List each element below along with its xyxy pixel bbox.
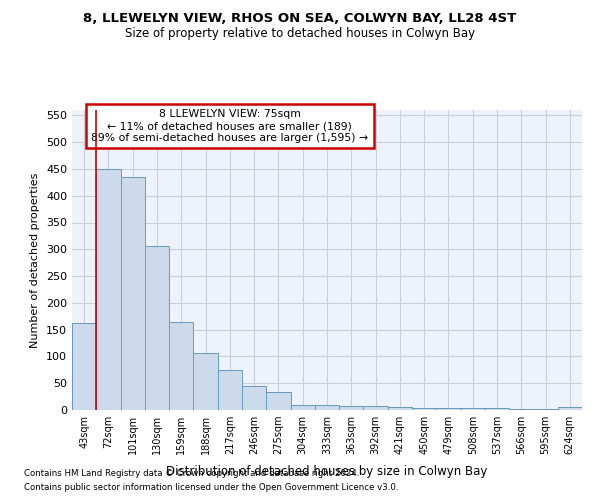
Bar (290, 404, 315, 410)
Bar (96, 169, 121, 410)
Bar (121, 177, 145, 410)
Bar (218, 370, 242, 410)
Bar (193, 353, 218, 410)
Bar (533, 409, 558, 410)
Bar (242, 386, 266, 410)
X-axis label: Distribution of detached houses by size in Colwyn Bay: Distribution of detached houses by size … (166, 466, 488, 478)
Bar (509, 409, 533, 410)
Bar (412, 408, 436, 410)
Text: 8, LLEWELYN VIEW, RHOS ON SEA, COLWYN BAY, LL28 4ST: 8, LLEWELYN VIEW, RHOS ON SEA, COLWYN BA… (83, 12, 517, 26)
Bar (266, 392, 290, 410)
Bar (388, 408, 412, 410)
Bar (461, 408, 485, 410)
Bar (339, 406, 364, 410)
Bar (436, 408, 461, 410)
Bar (558, 408, 582, 410)
Bar (72, 322, 96, 410)
Bar (169, 322, 193, 410)
Text: Contains HM Land Registry data © Crown copyright and database right 2024.: Contains HM Land Registry data © Crown c… (24, 468, 359, 477)
Bar (315, 404, 339, 410)
Text: Contains public sector information licensed under the Open Government Licence v3: Contains public sector information licen… (24, 484, 398, 492)
Bar (145, 246, 169, 410)
Bar (364, 406, 388, 410)
Text: Size of property relative to detached houses in Colwyn Bay: Size of property relative to detached ho… (125, 28, 475, 40)
Text: 8 LLEWELYN VIEW: 75sqm
← 11% of detached houses are smaller (189)
89% of semi-de: 8 LLEWELYN VIEW: 75sqm ← 11% of detached… (91, 110, 368, 142)
Bar (485, 408, 509, 410)
Y-axis label: Number of detached properties: Number of detached properties (31, 172, 40, 348)
